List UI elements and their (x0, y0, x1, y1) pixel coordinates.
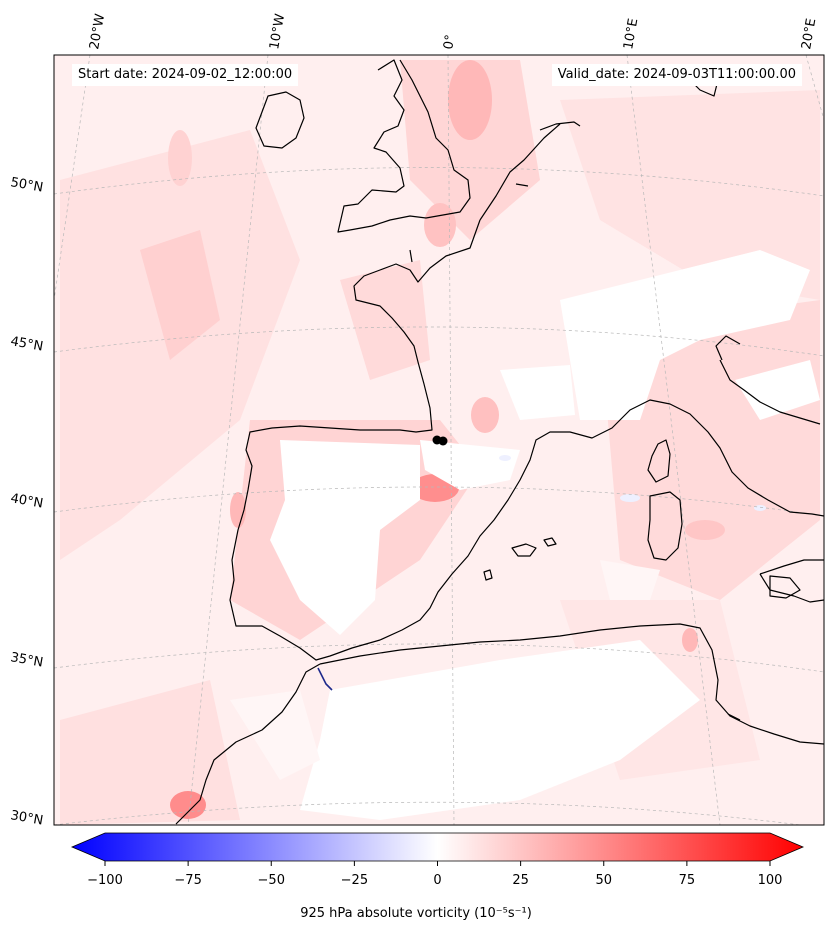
colorbar-tick-label: −75 (174, 873, 201, 888)
graticule (54, 55, 824, 825)
colorbar-tick-label: 50 (595, 873, 612, 888)
lat-label-40n: 40°N (9, 491, 44, 511)
colorbar-tick-label: 100 (758, 873, 783, 888)
vorticity-field (54, 55, 824, 825)
lon-label-0: 0° (441, 34, 458, 51)
colorbar: −100 −75 −50 −25 0 25 50 75 100 (70, 832, 805, 888)
latitude-labels: 50°N 45°N 40°N 35°N 30°N (9, 175, 44, 828)
location-marker (432, 435, 448, 446)
lat-label-45n: 45°N (9, 334, 44, 354)
lat-label-35n: 35°N (9, 650, 44, 670)
gibraltar-negative-patch (317, 667, 333, 691)
lat-label-50n: 50°N (9, 175, 44, 195)
colorbar-ticks: −100 −75 −50 −25 0 25 50 75 100 (87, 861, 782, 888)
start-date-label: Start date: 2024-09-02_12:00:00 (72, 64, 299, 86)
coastlines (175, 59, 824, 825)
valid-date-label: Valid_date: 2024-09-03T11:00:00.00 (551, 64, 802, 86)
colorbar-tick-label: 0 (433, 873, 441, 888)
lon-label-10e: 10°E (621, 17, 641, 50)
colorbar-tick-label: 25 (512, 873, 529, 888)
lon-label-20w: 20°W (87, 13, 108, 51)
colorbar-tick-label: 75 (679, 873, 696, 888)
lon-label-20e: 20°E (799, 17, 819, 50)
map-frame (53, 54, 825, 826)
colorbar-tick-label: −25 (341, 873, 368, 888)
colorbar-tick-label: −100 (87, 873, 123, 888)
lon-label-10w: 10°W (267, 13, 288, 51)
longitude-labels: 20°W 10°W 0° 10°E 20°E (87, 13, 819, 51)
colorbar-label: 925 hPa absolute vorticity (10⁻⁵s⁻¹) (300, 906, 532, 921)
lat-label-30n: 30°N (9, 808, 44, 828)
colorbar-bar (70, 832, 805, 862)
colorbar-tick-label: −50 (258, 873, 285, 888)
